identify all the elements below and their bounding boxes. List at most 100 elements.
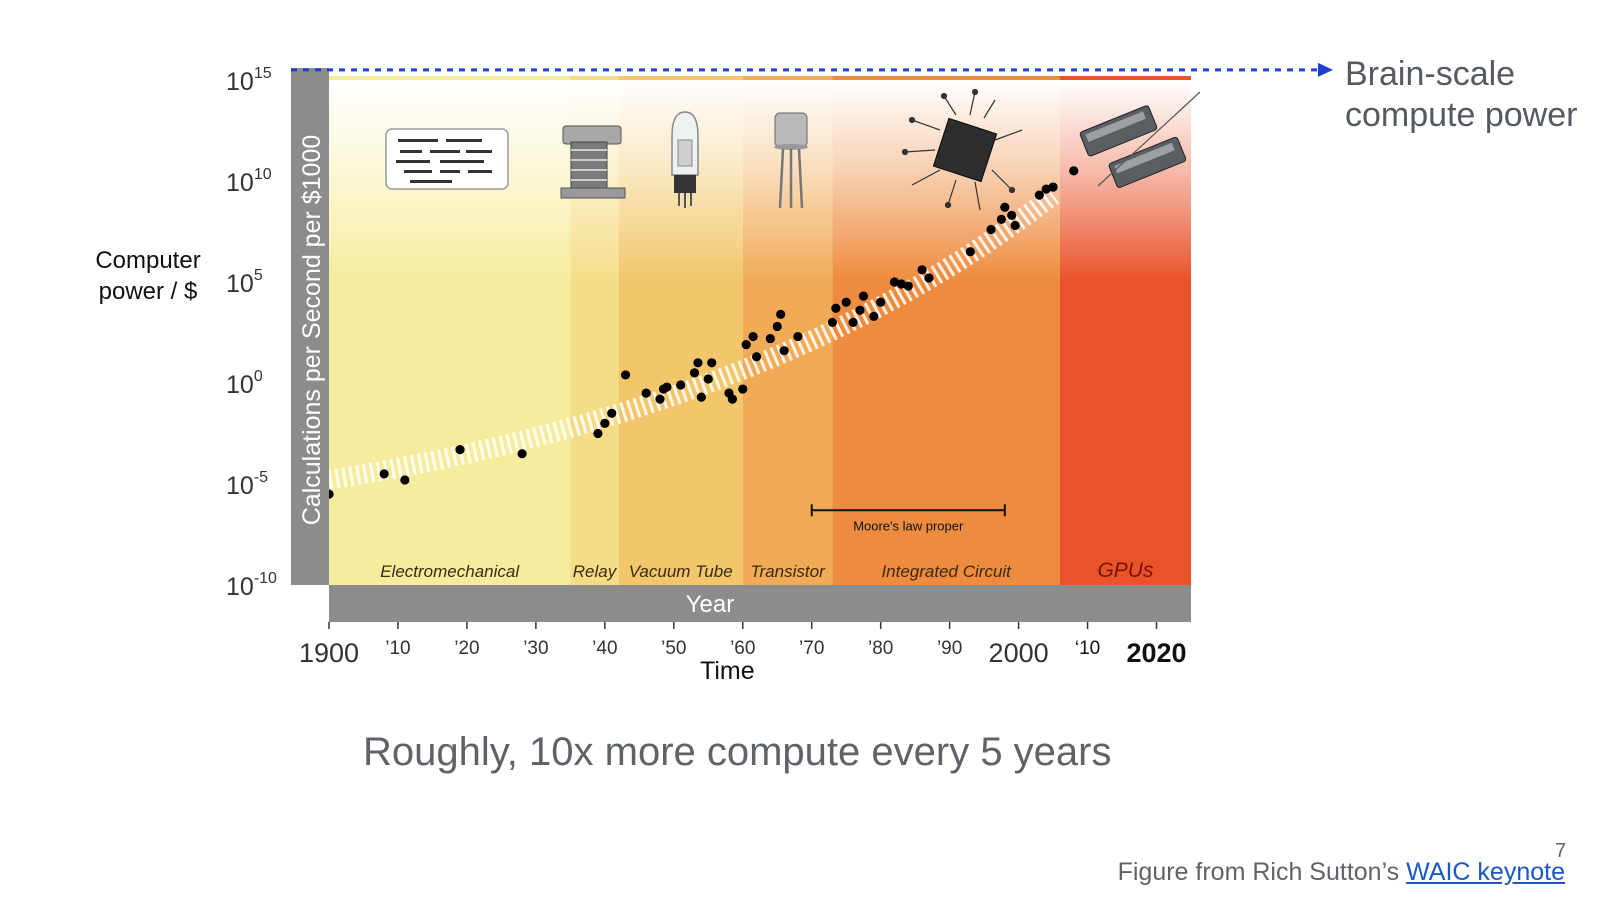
data-point xyxy=(779,346,789,356)
trend-band xyxy=(327,187,1060,490)
waic-keynote-link[interactable]: WAIC keynote xyxy=(1406,858,1565,886)
brain-scale-label-line2: compute power xyxy=(1345,96,1578,134)
data-point xyxy=(693,358,703,368)
data-point xyxy=(593,428,603,439)
data-point xyxy=(986,224,996,235)
data-point xyxy=(517,449,527,459)
brain-scale-label-line1: Brain-scale xyxy=(1345,55,1516,93)
brain-scale-arrowhead xyxy=(1318,62,1333,77)
integrated-circuit-icon xyxy=(901,88,1023,211)
moores-law-label: Moore's law proper xyxy=(853,518,964,533)
data-point xyxy=(858,291,869,301)
data-point xyxy=(600,418,610,428)
brain-scale-line xyxy=(291,62,1333,77)
data-point xyxy=(655,394,665,404)
data-point xyxy=(662,382,672,392)
data-point xyxy=(727,394,738,404)
x-tick-label: ’90 xyxy=(937,638,962,659)
time-label: Time xyxy=(700,657,755,685)
y-axis-bar xyxy=(291,68,329,585)
x-tick-label: ’10 xyxy=(385,638,410,659)
x-tick-label: 1900 xyxy=(299,638,359,668)
data-point xyxy=(841,297,851,307)
figure-credit-text: Figure from Rich Sutton’s xyxy=(1117,858,1407,886)
data-point xyxy=(1010,220,1020,231)
data-point xyxy=(707,358,717,368)
data-point xyxy=(620,370,631,380)
x-tick-label: ’60 xyxy=(730,638,755,659)
data-point xyxy=(751,352,762,362)
data-point xyxy=(889,277,900,287)
y-tick-label: 1010 xyxy=(226,166,272,197)
data-point xyxy=(996,214,1006,224)
x-tick-label: ’50 xyxy=(661,638,686,659)
x-axis-title: Year xyxy=(686,591,735,618)
data-point xyxy=(400,475,410,485)
slide-caption: Roughly, 10x more compute every 5 years xyxy=(363,730,1112,774)
computer-power-label-line1: Computer xyxy=(95,247,201,274)
x-axis-bar xyxy=(329,585,1191,622)
computer-power-label-line2: power / $ xyxy=(98,278,198,305)
data-point xyxy=(876,297,886,307)
data-point xyxy=(1069,166,1079,176)
data-point xyxy=(917,265,927,275)
y-axis-title: Calculations per Second per $1000 xyxy=(298,135,326,526)
data-point xyxy=(641,388,651,398)
data-point xyxy=(703,374,713,384)
data-point xyxy=(1000,202,1010,212)
figure-credit: Figure from Rich Sutton’s WAIC keynote xyxy=(1118,858,1565,887)
data-point xyxy=(607,408,617,418)
x-tick-label: ’40 xyxy=(592,638,617,659)
data-point xyxy=(965,247,975,257)
x-tick-label: ‘10 xyxy=(1075,638,1100,659)
x-tick-label: ’70 xyxy=(799,638,824,659)
data-point xyxy=(379,469,389,479)
data-point xyxy=(848,317,858,327)
data-point xyxy=(455,445,465,455)
relay-icon xyxy=(560,125,626,199)
punch-card-icon xyxy=(385,128,509,190)
data-point xyxy=(738,384,748,394)
y-tick-label: 10-10 xyxy=(226,570,277,601)
page-number: 7 xyxy=(1555,840,1567,862)
y-tick-label: 10-5 xyxy=(226,469,268,500)
x-tick-label: ’20 xyxy=(454,638,479,659)
x-tick-label: ’30 xyxy=(523,638,548,659)
vacuum-tube-icon xyxy=(671,111,699,208)
data-point xyxy=(676,380,686,390)
data-point xyxy=(696,392,706,402)
y-tick-label: 105 xyxy=(226,267,263,298)
data-point xyxy=(748,331,758,342)
x-tick-labels: 1900 ’10 ’20 ’30 ’40 ’50 ’60 ’70 ’80 ’90 2000 ‘10 20… xyxy=(299,622,1187,668)
transistor-icon xyxy=(774,112,808,209)
moores-law-annotation: Moore's law proper xyxy=(810,504,1006,533)
data-point xyxy=(924,273,934,283)
x-tick-label: 2020 xyxy=(1126,638,1186,668)
data-point xyxy=(1034,190,1044,200)
data-point xyxy=(896,279,906,289)
data-point xyxy=(1041,184,1051,194)
data-point xyxy=(793,331,803,342)
trend-line xyxy=(327,187,1060,490)
y-tick-labels: 1015 1010 105 100 10-5 10-10 xyxy=(226,65,277,601)
data-points xyxy=(324,166,1079,499)
data-point xyxy=(1048,182,1058,192)
x-tick-label: 2000 xyxy=(989,638,1049,668)
data-point xyxy=(772,321,782,332)
hardware-illustrations xyxy=(385,88,1201,211)
data-point xyxy=(741,340,751,350)
brain-scale-label: Brain-scale compute power xyxy=(1345,54,1577,136)
data-point xyxy=(689,368,700,378)
data-point xyxy=(869,311,879,321)
gpu-cards-icon xyxy=(1079,91,1201,188)
x-tick-label: ’80 xyxy=(868,638,893,659)
computer-power-label: Computer power / $ xyxy=(78,245,218,307)
data-point xyxy=(827,317,838,327)
data-point xyxy=(831,303,841,313)
y-tick-label: 1015 xyxy=(226,65,272,96)
data-point xyxy=(1007,210,1017,220)
data-point xyxy=(765,333,775,344)
data-point xyxy=(903,281,913,291)
y-tick-label: 100 xyxy=(226,368,263,399)
